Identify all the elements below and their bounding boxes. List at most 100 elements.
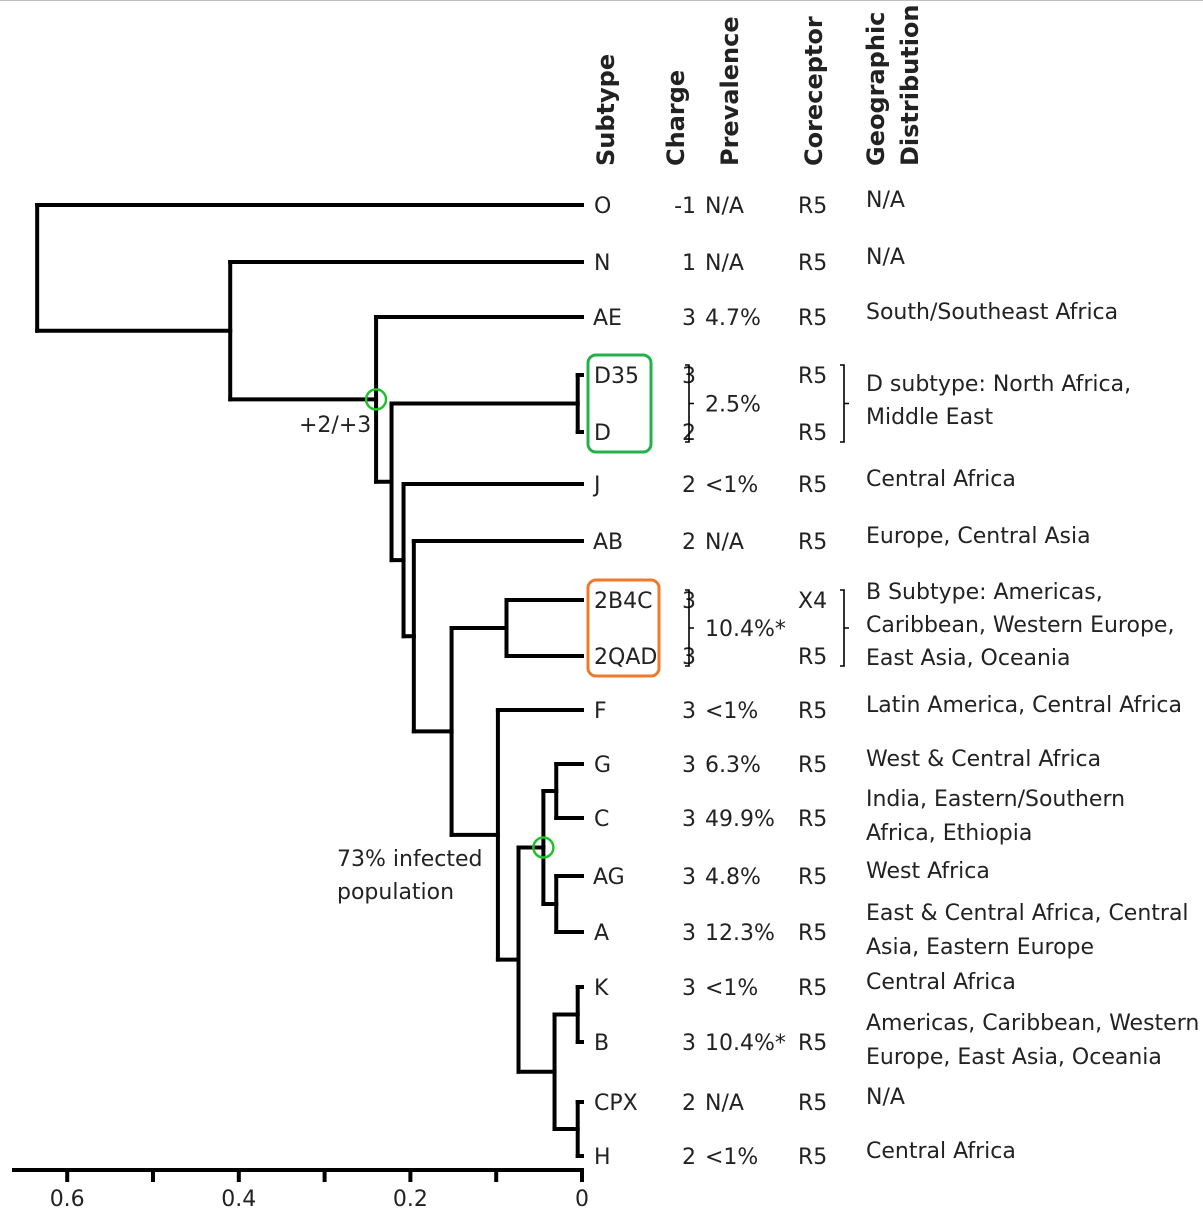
table-row: J 2 <1% R5 Central Africa	[592, 467, 1016, 498]
row-charge: 1	[682, 251, 696, 276]
row-subtype: O	[594, 194, 611, 219]
node-marker-circle	[532, 836, 555, 859]
row-coreceptor: R5	[798, 1145, 827, 1170]
group-geographic-distribution: Middle East	[866, 405, 994, 430]
row-charge: 3	[682, 921, 696, 946]
header-geographic: Geographic	[862, 12, 890, 166]
row-charge: 3	[682, 1031, 696, 1056]
row-coreceptor: R5	[798, 530, 827, 555]
coreceptor-bracket	[840, 364, 849, 443]
header-coreceptor: Coreceptor	[800, 16, 828, 166]
row-geographic-distribution: East & Central Africa, Central	[866, 901, 1189, 926]
table-row: K 3 <1% R5 Central Africa	[594, 970, 1016, 1001]
row-subtype: AG	[593, 865, 625, 890]
row-charge: 3	[682, 976, 696, 1001]
row-subtype: AB	[593, 530, 623, 555]
group-prevalence: 2.5%	[705, 393, 761, 418]
row-geographic-distribution: West & Central Africa	[866, 747, 1101, 772]
row-geographic-distribution: Latin America, Central Africa	[866, 693, 1182, 718]
row-geographic-distribution: Americas, Caribbean, Western	[866, 1011, 1199, 1036]
table-row: D35 3 R5	[594, 364, 827, 389]
group-geographic-distribution: Caribbean, Western Europe,	[866, 613, 1174, 638]
header-subtype: Subtype	[592, 54, 620, 166]
row-subtype: D35	[594, 364, 639, 389]
row-geographic-distribution: Central Africa	[866, 1139, 1016, 1164]
row-coreceptor: X4	[798, 589, 827, 614]
row-subtype: A	[594, 921, 609, 946]
axis-tick-label: 0.6	[50, 1187, 85, 1210]
group-geographic-distribution: B Subtype: Americas,	[866, 580, 1103, 605]
row-subtype: G	[594, 753, 611, 778]
axis-tick-label: 0	[575, 1187, 589, 1210]
row-geographic-distribution: Central Africa	[866, 970, 1016, 995]
table-row: 2QAD 3 R5	[594, 645, 827, 670]
table-row: AG 3 4.8% R5 West Africa	[593, 859, 990, 890]
table-row: AE 3 4.7% R5 South/Southeast Africa	[593, 300, 1118, 331]
row-coreceptor: R5	[798, 645, 827, 670]
highlight-box-B	[586, 578, 661, 678]
row-coreceptor: R5	[798, 194, 827, 219]
charge-shift-label: +2/+3	[299, 413, 371, 438]
row-prevalence: 6.3%	[705, 753, 761, 778]
row-charge: 3	[682, 807, 696, 832]
row-charge: -1	[674, 194, 696, 219]
row-prevalence: N/A	[705, 194, 744, 219]
row-coreceptor: R5	[798, 421, 827, 446]
row-charge: 2	[682, 1091, 696, 1116]
infected-population-label-line1: 73% infected	[337, 847, 482, 872]
row-charge: 2	[682, 473, 696, 498]
row-subtype: AE	[593, 306, 622, 331]
group-B: 10.4%* B Subtype: Americas, Caribbean, Wes…	[685, 580, 1174, 671]
row-subtype: F	[594, 699, 607, 724]
row-subtype: CPX	[594, 1091, 638, 1116]
row-charge: 2	[682, 1145, 696, 1170]
group-prevalence: 10.4%*	[705, 617, 786, 642]
table-row: F 3 <1% R5 Latin America, Central Africa	[594, 693, 1182, 724]
row-subtype: D	[594, 421, 611, 446]
row-subtype: 2B4C	[594, 589, 652, 614]
row-geographic-distribution: N/A	[866, 245, 905, 270]
row-coreceptor: R5	[798, 473, 827, 498]
row-geographic-distribution: Europe, East Asia, Oceania	[866, 1045, 1162, 1070]
row-prevalence: <1%	[705, 976, 758, 1001]
row-prevalence: N/A	[705, 251, 744, 276]
row-coreceptor: R5	[798, 865, 827, 890]
row-coreceptor: R5	[798, 364, 827, 389]
table-row: CPX 2 N/A R5 N/A	[594, 1085, 905, 1116]
table-row: 2B4C 3 X4	[594, 589, 827, 614]
row-coreceptor: R5	[798, 753, 827, 778]
header-distribution: Distribution	[896, 4, 924, 166]
table-row: H 2 <1% R5 Central Africa	[594, 1139, 1016, 1170]
row-prevalence: N/A	[705, 1091, 744, 1116]
row-coreceptor: R5	[798, 1091, 827, 1116]
grouped-rows: 2.5% D subtype: North Africa, Middle East 1…	[685, 364, 1174, 671]
row-coreceptor: R5	[798, 699, 827, 724]
row-coreceptor: R5	[798, 1031, 827, 1056]
row-geographic-distribution: N/A	[866, 188, 905, 213]
table-row: G 3 6.3% R5 West & Central Africa	[594, 747, 1101, 778]
row-prevalence: <1%	[705, 473, 758, 498]
table-row: AB 2 N/A R5 Europe, Central Asia	[593, 524, 1091, 555]
coreceptor-bracket	[840, 589, 849, 667]
row-coreceptor: R5	[798, 306, 827, 331]
row-geographic-distribution: South/Southeast Africa	[866, 300, 1118, 325]
row-prevalence: 4.8%	[705, 865, 761, 890]
charge-bracket	[685, 589, 694, 667]
row-subtype: C	[594, 807, 609, 832]
group-geographic-distribution: D subtype: North Africa,	[866, 372, 1131, 397]
table-row: B 3 10.4%* R5 Americas, Caribbean, Western Eu…	[594, 1011, 1199, 1070]
row-prevalence: 12.3%	[705, 921, 775, 946]
table-row: D 2 R5	[594, 421, 827, 446]
row-geographic-distribution: N/A	[866, 1085, 905, 1110]
axis-tick-label: 0.4	[221, 1187, 256, 1210]
infected-population-label-line2: population	[337, 880, 454, 905]
node-marker-circle	[364, 388, 388, 411]
tree-branches	[35, 203, 584, 1158]
row-geographic-distribution: Asia, Eastern Europe	[866, 935, 1094, 960]
row-charge: 2	[682, 530, 696, 555]
row-geographic-distribution: Africa, Ethiopia	[866, 821, 1032, 846]
row-geographic-distribution: India, Eastern/Southern	[866, 787, 1125, 812]
group-D: 2.5% D subtype: North Africa, Middle East	[685, 364, 1131, 443]
row-subtype: B	[594, 1031, 609, 1056]
table-row: O -1 N/A R5 N/A	[594, 188, 905, 219]
